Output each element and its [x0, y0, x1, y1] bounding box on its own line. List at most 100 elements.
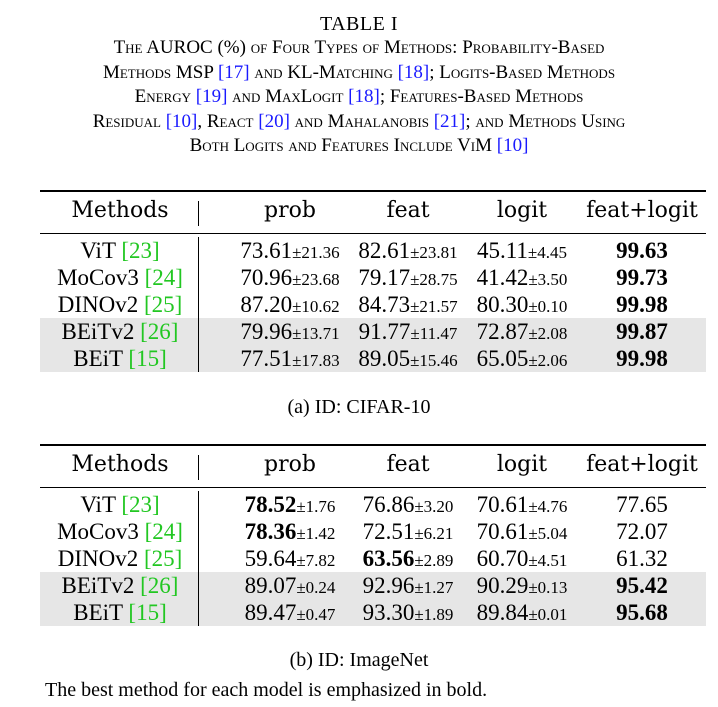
citation-link[interactable]: [25]: [143, 292, 183, 317]
top-rule: [40, 190, 706, 192]
model-name: BEiT [15]: [40, 345, 200, 372]
auroc-std: 1.42: [305, 524, 336, 543]
caption-text-segment: Both Logits and Features Include ViM: [189, 135, 497, 156]
column-divider: [198, 201, 199, 226]
auroc-mean: 92.96: [362, 573, 415, 598]
citation-link[interactable]: [20]: [258, 110, 290, 132]
value-cell: 79.96±13.71: [215, 318, 365, 347]
column-divider: [198, 455, 199, 480]
row-highlight: [40, 318, 706, 345]
plus-minus-icon: ±: [414, 524, 424, 543]
value-cell: 77.51±17.83: [215, 345, 365, 374]
plus-minus-icon: ±: [414, 551, 424, 570]
model-name: MoCov3 [24]: [40, 264, 200, 291]
auroc-std: 28.75: [419, 270, 458, 289]
column-divider: [198, 491, 199, 626]
value-cell: 99.87: [567, 318, 717, 345]
citation-link[interactable]: [10]: [165, 110, 198, 132]
auroc-std: 1.76: [305, 497, 336, 516]
auroc-mean: 77.65: [616, 492, 668, 517]
value-cell: 65.05±2.06: [447, 345, 597, 374]
value-cell: 79.17±28.75: [333, 264, 483, 293]
value-cell: 72.51±6.21: [333, 518, 483, 547]
auroc-std: 0.24: [305, 578, 336, 597]
model-name: ViT [23]: [40, 491, 200, 518]
model-label: MoCov3: [57, 265, 145, 290]
caption-text-segment: Residual: [92, 110, 166, 132]
citation-link[interactable]: [21]: [433, 110, 466, 132]
citation-link[interactable]: [18]: [348, 86, 380, 107]
auroc-mean: 41.42: [476, 265, 529, 290]
auroc-std: 23.68: [301, 270, 340, 289]
citation-link[interactable]: [19]: [195, 86, 228, 107]
citation-link[interactable]: [24]: [144, 519, 183, 544]
value-cell: 92.96±1.27: [333, 572, 483, 601]
citation-link[interactable]: [24]: [144, 265, 183, 290]
plus-minus-icon: ±: [414, 605, 424, 624]
value-cell: 70.96±23.68: [215, 264, 365, 293]
subtable-caption-imagenet: (b) ID: ImageNet: [289, 649, 429, 671]
caption-text-segment: Methods MSP: [102, 61, 218, 83]
model-label: DINOv2: [57, 292, 144, 317]
caption-text-segment: ; and Methods Using: [465, 110, 626, 132]
auroc-mean: 89.05: [358, 346, 411, 371]
value-cell: 72.87±2.08: [447, 318, 597, 347]
plus-minus-icon: ±: [410, 324, 420, 343]
column-header-prob: prob: [264, 452, 316, 477]
citation-link[interactable]: [15]: [128, 346, 167, 371]
value-cell: 77.65: [567, 491, 717, 518]
auroc-mean: 99.98: [616, 292, 668, 317]
auroc-mean: 72.87: [476, 319, 529, 344]
column-header-methods: Methods: [71, 452, 169, 477]
value-cell: 78.36±1.42: [215, 518, 365, 547]
value-cell: 84.73±21.57: [333, 291, 483, 320]
citation-link[interactable]: [15]: [128, 600, 167, 625]
citation-link[interactable]: [17]: [217, 61, 250, 83]
auroc-std: 1.89: [423, 605, 454, 624]
value-cell: 89.07±0.24: [215, 572, 365, 601]
caption-text: The AUROC (%) of Four Types of Methods: …: [0, 36, 718, 159]
auroc-mean: 45.11: [477, 238, 528, 263]
model-label: ViT: [80, 492, 122, 517]
auroc-mean: 78.52: [244, 492, 297, 517]
plus-minus-icon: ±: [410, 270, 420, 289]
row-highlight: [40, 599, 706, 626]
auroc-mean: 72.07: [616, 519, 668, 544]
citation-link[interactable]: [10]: [496, 135, 529, 156]
plus-minus-icon: ±: [528, 578, 538, 597]
model-name: ViT [23]: [40, 237, 200, 264]
citation-link[interactable]: [26]: [140, 573, 179, 598]
plus-minus-icon: ±: [528, 605, 538, 624]
caption-text-segment: Energy: [134, 86, 196, 107]
auroc-std: 2.89: [423, 551, 454, 570]
citation-link[interactable]: [23]: [121, 238, 160, 263]
auroc-mean: 70.61: [476, 492, 529, 517]
value-cell: 99.98: [567, 345, 717, 372]
citation-link[interactable]: [26]: [140, 319, 179, 344]
auroc-mean: 72.51: [362, 519, 415, 544]
auroc-mean: 99.63: [616, 238, 668, 263]
value-cell: 72.07: [567, 518, 717, 545]
column-header-methods: Methods: [71, 198, 169, 223]
plus-minus-icon: ±: [292, 297, 302, 316]
auroc-std: 2.08: [537, 324, 568, 343]
header-rule: [40, 487, 706, 488]
auroc-std: 3.50: [537, 270, 568, 289]
caption-line: Methods MSP [17] and KL-Matching [18]; L…: [0, 61, 718, 86]
citation-link[interactable]: [25]: [143, 546, 183, 571]
auroc-mean: 95.68: [616, 600, 668, 625]
citation-link[interactable]: [18]: [397, 61, 430, 83]
model-name: BEiT [15]: [40, 599, 200, 626]
plus-minus-icon: ±: [414, 578, 424, 597]
auroc-mean: 89.07: [244, 573, 297, 598]
plus-minus-icon: ±: [528, 324, 538, 343]
auroc-std: 4.45: [537, 243, 567, 262]
value-cell: 45.11±4.45: [447, 237, 597, 266]
auroc-mean: 82.61: [358, 238, 411, 263]
value-cell: 87.20±10.62: [215, 291, 365, 320]
plus-minus-icon: ±: [528, 270, 538, 289]
citation-link[interactable]: [23]: [121, 492, 160, 517]
plus-minus-icon: ±: [528, 351, 538, 370]
row-highlight: [40, 345, 706, 372]
auroc-mean: 78.36: [244, 519, 297, 544]
